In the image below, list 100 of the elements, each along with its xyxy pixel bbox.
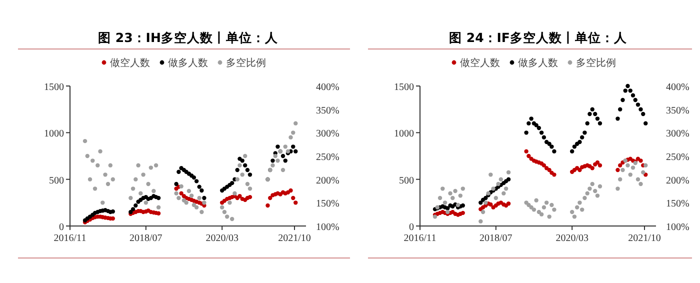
point: [580, 208, 584, 212]
point: [506, 202, 511, 206]
point: [574, 205, 580, 210]
point: [460, 186, 465, 191]
x-tick-label: 2020/03: [206, 233, 238, 244]
y2-tick-label: 300%: [666, 128, 690, 140]
point: [194, 205, 199, 210]
point: [636, 156, 640, 161]
point: [108, 163, 112, 168]
point: [628, 172, 632, 177]
point: [156, 211, 161, 216]
point: [242, 154, 248, 158]
point: [156, 205, 161, 210]
point: [542, 205, 546, 210]
point: [273, 154, 278, 158]
point: [504, 186, 508, 191]
y2-tick-label: 400%: [316, 82, 340, 93]
point: [534, 123, 538, 128]
point: [202, 196, 206, 200]
point: [616, 168, 620, 172]
point: [460, 203, 465, 208]
point: [245, 182, 250, 186]
point: [641, 170, 646, 174]
point: [96, 163, 100, 168]
point: [618, 163, 622, 168]
point: [547, 168, 552, 172]
point: [440, 186, 445, 191]
point: [578, 140, 582, 144]
point: [238, 194, 242, 198]
point: [580, 135, 584, 140]
point: [130, 207, 136, 212]
point: [283, 158, 288, 163]
point: [224, 214, 230, 219]
point: [644, 121, 648, 126]
legend-label: 做空人数: [110, 57, 150, 69]
point: [88, 177, 92, 182]
point: [194, 179, 199, 184]
point: [200, 210, 204, 214]
point: [484, 200, 488, 205]
point: [176, 170, 181, 174]
point: [197, 196, 202, 200]
point: [82, 138, 88, 144]
point: [220, 205, 224, 210]
legend-label: 多空比例: [576, 57, 616, 69]
legend-label: 做多人数: [518, 57, 558, 69]
point: [590, 182, 594, 186]
point: [85, 154, 90, 158]
point: [529, 205, 534, 210]
point: [628, 88, 632, 93]
point: [585, 121, 590, 126]
point: [488, 202, 493, 207]
point: [276, 158, 280, 163]
y-tick-label: 0: [409, 222, 414, 233]
point: [570, 210, 574, 214]
point: [294, 200, 298, 205]
point: [636, 102, 640, 107]
point: [526, 121, 531, 126]
y2-tick-label: 350%: [666, 105, 690, 116]
point: [620, 168, 625, 172]
point: [288, 135, 293, 140]
point: [248, 172, 252, 177]
point: [630, 166, 636, 170]
y2-tick-label: 250%: [666, 152, 690, 163]
point: [478, 219, 483, 224]
point: [294, 121, 298, 126]
y-tick-label: 1500: [394, 82, 414, 93]
point: [450, 196, 455, 200]
y-tick-label: 1000: [394, 128, 414, 140]
point: [291, 144, 296, 149]
point: [458, 194, 462, 198]
x-tick-label: 2018/07: [130, 233, 162, 244]
chart-title: 图 23：IH多空人数丨单位：人: [98, 30, 279, 45]
point: [618, 177, 622, 182]
point: [130, 186, 136, 191]
point: [90, 158, 95, 163]
y2-tick-label: 400%: [666, 82, 690, 93]
point: [638, 182, 643, 186]
point: [448, 191, 452, 196]
point: [294, 149, 298, 154]
point: [626, 163, 630, 168]
point: [572, 214, 577, 219]
point: [633, 98, 638, 102]
point: [585, 191, 590, 196]
point: [291, 130, 296, 135]
point: [134, 177, 138, 182]
point: [592, 112, 598, 116]
point: [270, 158, 275, 163]
point: [582, 130, 587, 135]
point: [98, 149, 102, 154]
point: [138, 191, 143, 196]
point: [106, 182, 110, 186]
point: [446, 206, 450, 210]
point: [524, 130, 528, 135]
point: [534, 198, 538, 202]
point: [128, 196, 133, 200]
x-tick-label: 2020/03: [556, 233, 588, 244]
point: [550, 202, 554, 208]
point: [547, 142, 552, 146]
point: [620, 98, 625, 102]
point: [156, 196, 161, 200]
